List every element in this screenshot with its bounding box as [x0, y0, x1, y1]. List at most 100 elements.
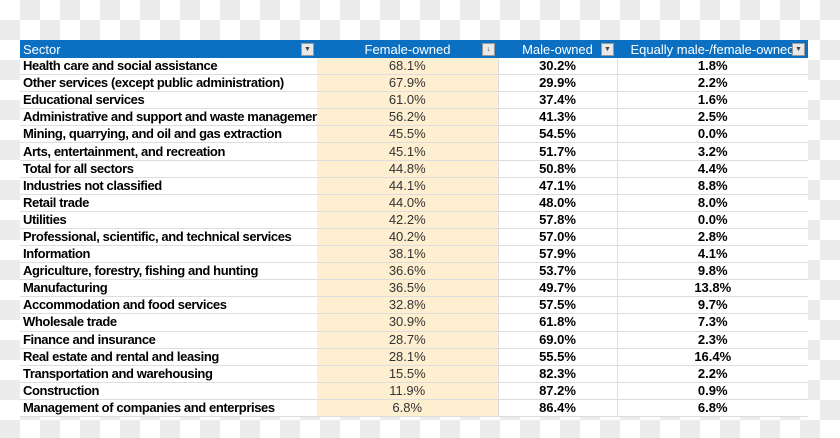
sector-cell[interactable]: Mining, quarrying, and oil and gas extra… — [20, 125, 317, 144]
female-owned-cell[interactable]: 44.1% — [317, 177, 498, 195]
equally-owned-cell[interactable]: 0.9% — [616, 382, 808, 400]
male-owned-cell[interactable]: 57.0% — [497, 228, 617, 247]
female-owned-cell[interactable]: 28.1% — [317, 348, 498, 366]
female-owned-cell[interactable]: 30.9% — [317, 313, 498, 332]
sector-cell[interactable]: Agriculture, forestry, fishing and hunti… — [20, 262, 317, 281]
equally-owned-cell[interactable]: 2.3% — [616, 331, 808, 349]
sector-cell[interactable]: Total for all sectors — [20, 160, 317, 178]
equally-owned-cell[interactable]: 2.2% — [616, 365, 808, 383]
male-owned-cell[interactable]: 47.1% — [497, 177, 617, 195]
male-owned-cell[interactable]: 29.9% — [497, 74, 617, 93]
table-row: Industries not classified 44.1% 47.1% 8.8% — [20, 177, 808, 195]
male-owned-cell[interactable]: 30.2% — [497, 58, 617, 76]
equally-owned-cell[interactable]: 2.5% — [616, 108, 808, 127]
sector-cell[interactable]: Retail trade — [20, 194, 317, 212]
equally-owned-cell[interactable]: 4.4% — [616, 160, 808, 178]
sort-descending-icon[interactable]: ↓ — [482, 43, 495, 56]
sector-cell[interactable]: Utilities — [20, 211, 317, 229]
filter-dropdown-icon[interactable]: ▼ — [792, 43, 805, 56]
equally-owned-cell[interactable]: 7.3% — [616, 313, 808, 332]
male-owned-cell[interactable]: 54.5% — [497, 125, 617, 144]
sector-cell[interactable]: Information — [20, 245, 317, 264]
equally-owned-cell[interactable]: 16.4% — [616, 348, 808, 366]
male-owned-cell[interactable]: 55.5% — [497, 348, 617, 366]
female-owned-cell[interactable]: 32.8% — [317, 296, 498, 315]
equally-owned-cell[interactable]: 9.7% — [616, 296, 808, 315]
header-male-owned[interactable]: Male-owned ▼ — [498, 40, 617, 58]
sector-cell[interactable]: Other services (except public administra… — [20, 74, 317, 93]
sector-cell[interactable]: Construction — [20, 382, 317, 400]
sector-cell[interactable]: Industries not classified — [20, 177, 317, 195]
equally-owned-cell[interactable]: 1.6% — [616, 91, 808, 110]
sector-cell[interactable]: Professional, scientific, and technical … — [20, 228, 317, 247]
equally-owned-cell[interactable]: 3.2% — [616, 142, 808, 161]
sector-cell[interactable]: Wholesale trade — [20, 313, 317, 332]
female-owned-cell[interactable]: 56.2% — [317, 108, 498, 127]
male-owned-cell[interactable]: 50.8% — [497, 160, 617, 178]
sector-cell[interactable]: Real estate and rental and leasing — [20, 348, 317, 366]
female-owned-cell[interactable]: 38.1% — [317, 245, 498, 264]
male-owned-cell[interactable]: 49.7% — [497, 279, 617, 298]
table-row: Utilities 42.2% 57.8% 0.0% — [20, 211, 808, 229]
male-owned-cell[interactable]: 53.7% — [497, 262, 617, 281]
male-owned-cell[interactable]: 82.3% — [497, 365, 617, 383]
male-owned-cell[interactable]: 51.7% — [497, 142, 617, 161]
female-owned-cell[interactable]: 6.8% — [317, 399, 498, 417]
male-owned-cell[interactable]: 69.0% — [497, 331, 617, 349]
male-owned-cell[interactable]: 61.8% — [497, 313, 617, 332]
female-owned-cell[interactable]: 36.5% — [317, 279, 498, 298]
table-row: Accommodation and food services 32.8% 57.5… — [20, 296, 808, 315]
female-owned-cell[interactable]: 36.6% — [317, 262, 498, 281]
male-owned-cell[interactable]: 86.4% — [497, 399, 617, 417]
equally-owned-cell[interactable]: 1.8% — [616, 58, 808, 76]
sector-cell[interactable]: Manufacturing — [20, 279, 317, 298]
male-owned-cell[interactable]: 41.3% — [497, 108, 617, 127]
equally-owned-cell[interactable]: 2.2% — [616, 74, 808, 93]
table-row: Information 38.1% 57.9% 4.1% — [20, 245, 808, 264]
female-owned-cell[interactable]: 28.7% — [317, 331, 498, 349]
table-row: Transportation and warehousing 15.5% 82.3%… — [20, 365, 808, 383]
equally-owned-cell[interactable]: 0.0% — [616, 125, 808, 144]
sector-cell[interactable]: Health care and social assistance — [20, 58, 317, 76]
table-row: Management of companies and enterprises 6… — [20, 399, 808, 417]
male-owned-cell[interactable]: 87.2% — [497, 382, 617, 400]
sector-cell[interactable]: Accommodation and food services — [20, 296, 317, 315]
female-owned-cell[interactable]: 61.0% — [317, 91, 498, 110]
male-owned-cell[interactable]: 37.4% — [497, 91, 617, 110]
equally-owned-cell[interactable]: 6.8% — [616, 399, 808, 417]
equally-owned-cell[interactable]: 9.8% — [616, 262, 808, 281]
male-owned-cell[interactable]: 57.9% — [497, 245, 617, 264]
female-owned-cell[interactable]: 68.1% — [317, 58, 498, 76]
sector-cell[interactable]: Transportation and warehousing — [20, 365, 317, 383]
sector-cell[interactable]: Administrative and support and waste man… — [20, 108, 317, 127]
filter-dropdown-icon[interactable]: ▼ — [601, 43, 614, 56]
equally-owned-cell[interactable]: 4.1% — [616, 245, 808, 264]
female-owned-cell[interactable]: 44.8% — [317, 160, 498, 178]
equally-owned-cell[interactable]: 8.8% — [616, 177, 808, 195]
female-owned-cell[interactable]: 15.5% — [317, 365, 498, 383]
equally-owned-cell[interactable]: 0.0% — [616, 211, 808, 229]
sector-cell[interactable]: Educational services — [20, 91, 317, 110]
sector-cell[interactable]: Arts, entertainment, and recreation — [20, 142, 317, 161]
female-owned-cell[interactable]: 44.0% — [317, 194, 498, 212]
equally-owned-cell[interactable]: 2.8% — [616, 228, 808, 247]
filter-dropdown-icon[interactable]: ▼ — [301, 43, 314, 56]
header-female-owned[interactable]: Female-owned ↓ — [317, 40, 498, 58]
female-owned-cell[interactable]: 40.2% — [317, 228, 498, 247]
table-row: Administrative and support and waste man… — [20, 108, 808, 127]
male-owned-cell[interactable]: 48.0% — [497, 194, 617, 212]
sector-cell[interactable]: Finance and insurance — [20, 331, 317, 349]
equally-owned-cell[interactable]: 13.8% — [616, 279, 808, 298]
male-owned-cell[interactable]: 57.5% — [497, 296, 617, 315]
female-owned-cell[interactable]: 67.9% — [317, 74, 498, 93]
female-owned-cell[interactable]: 45.1% — [317, 142, 498, 161]
sector-cell[interactable]: Management of companies and enterprises — [20, 399, 317, 417]
female-owned-cell[interactable]: 45.5% — [317, 125, 498, 144]
female-owned-cell[interactable]: 42.2% — [317, 211, 498, 229]
female-owned-cell[interactable]: 11.9% — [317, 382, 498, 400]
header-sector[interactable]: Sector ▼ — [20, 40, 317, 58]
equally-owned-cell[interactable]: 8.0% — [616, 194, 808, 212]
header-equally-owned[interactable]: Equally male-/female-owned ▼ — [617, 40, 808, 58]
header-label: Equally male-/female-owned — [630, 41, 795, 57]
male-owned-cell[interactable]: 57.8% — [497, 211, 617, 229]
